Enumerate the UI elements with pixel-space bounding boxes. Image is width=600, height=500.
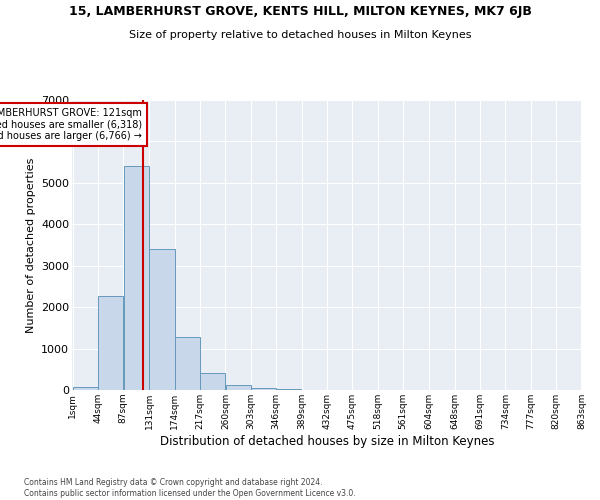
Bar <box>200 372 226 390</box>
Bar <box>226 384 251 390</box>
Bar <box>251 388 276 390</box>
Text: Size of property relative to detached houses in Milton Keynes: Size of property relative to detached ho… <box>129 30 471 40</box>
Bar <box>124 166 149 390</box>
Text: Distribution of detached houses by size in Milton Keynes: Distribution of detached houses by size … <box>160 435 494 448</box>
Text: Contains HM Land Registry data © Crown copyright and database right 2024.
Contai: Contains HM Land Registry data © Crown c… <box>24 478 356 498</box>
Bar <box>98 296 123 390</box>
Bar <box>73 387 98 390</box>
Y-axis label: Number of detached properties: Number of detached properties <box>26 158 35 332</box>
Text: 15 LAMBERHURST GROVE: 121sqm
← 48% of detached houses are smaller (6,318)
51% of: 15 LAMBERHURST GROVE: 121sqm ← 48% of de… <box>0 108 142 142</box>
Text: 15, LAMBERHURST GROVE, KENTS HILL, MILTON KEYNES, MK7 6JB: 15, LAMBERHURST GROVE, KENTS HILL, MILTO… <box>68 5 532 18</box>
Bar <box>149 249 175 390</box>
Bar <box>175 338 200 390</box>
Bar <box>277 389 301 390</box>
